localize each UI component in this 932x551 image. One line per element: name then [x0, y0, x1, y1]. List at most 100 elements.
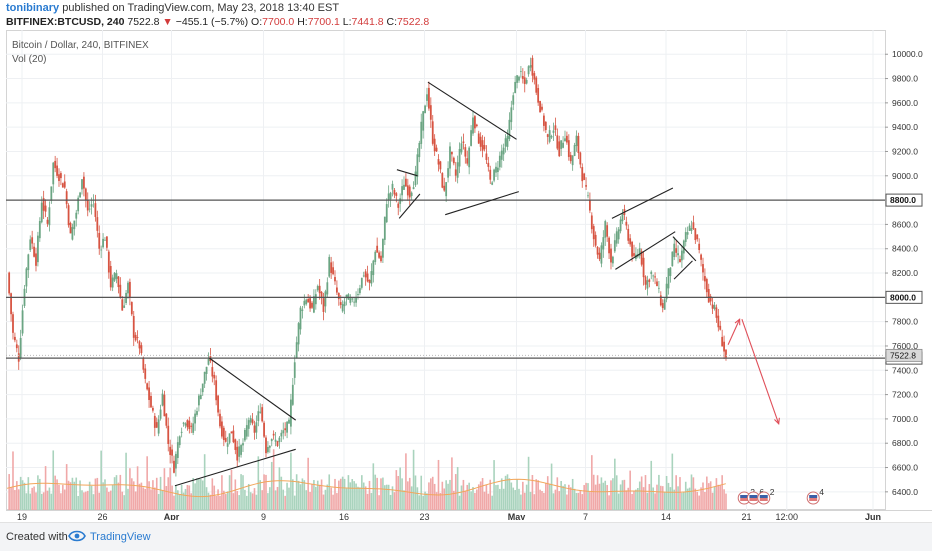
- candle-body: [412, 187, 415, 190]
- low-label: L:: [342, 16, 352, 28]
- volume-bar: [523, 492, 526, 510]
- candle-body: [119, 284, 122, 298]
- y-tick-label: 7200.0: [892, 390, 918, 400]
- volume-bar: [606, 485, 608, 510]
- triangle-lower-line: [615, 231, 676, 270]
- volume-bar: [330, 487, 332, 510]
- candle-body: [556, 135, 559, 149]
- candle-body: [426, 94, 428, 101]
- volume-bar: [692, 477, 695, 510]
- volume-bar: [510, 482, 513, 510]
- volume-bar: [253, 488, 256, 510]
- x-tick-label: 7: [583, 512, 588, 520]
- candle-body: [709, 296, 712, 302]
- event-count-label: 4: [819, 487, 824, 497]
- volume-bar: [426, 493, 428, 510]
- candle-body: [88, 208, 91, 210]
- x-tick-label: 16: [339, 512, 349, 520]
- candle-body: [343, 301, 346, 307]
- candle-body: [663, 299, 666, 310]
- volume-bar: [518, 488, 520, 510]
- candle-body: [249, 418, 252, 423]
- volume-bar: [100, 450, 102, 510]
- candle-body: [129, 281, 131, 298]
- volume-bar: [370, 493, 373, 510]
- tradingview-link[interactable]: TradingView: [90, 531, 151, 543]
- candle-body: [337, 293, 340, 300]
- volume-bar: [10, 487, 12, 510]
- candle-body: [73, 220, 76, 230]
- candle-body: [596, 246, 599, 255]
- volume-bar: [282, 489, 285, 510]
- candle-body: [228, 433, 231, 443]
- candle-body: [274, 439, 277, 442]
- high-value: 7700.1: [307, 16, 340, 28]
- candle-body: [483, 145, 486, 150]
- candle-body: [224, 437, 227, 442]
- volume-bar: [242, 475, 244, 510]
- volume-bar: [617, 493, 620, 510]
- candle-body: [573, 145, 576, 156]
- volume-bar: [77, 495, 79, 510]
- candle-body: [242, 443, 244, 446]
- volume-bar: [560, 480, 562, 510]
- volume-bar: [608, 495, 610, 510]
- candle-body: [221, 421, 223, 437]
- candle-body: [182, 422, 185, 424]
- volume-bar: [602, 482, 605, 510]
- volume-bar: [123, 495, 125, 510]
- candle-body: [621, 213, 624, 222]
- candle-body: [142, 357, 145, 370]
- candle-body: [203, 371, 206, 384]
- volume-bar: [454, 474, 457, 510]
- candle-body: [416, 154, 419, 177]
- volume-bar: [721, 475, 723, 510]
- candle-body: [562, 142, 564, 148]
- candle-body: [387, 193, 390, 201]
- candle-body: [470, 130, 472, 146]
- candle-body: [518, 76, 520, 81]
- volume-bar: [525, 484, 528, 510]
- candle-body: [704, 276, 706, 282]
- candle-body: [148, 387, 150, 400]
- candle-body: [602, 237, 605, 250]
- forecast-arrowhead: [774, 417, 780, 425]
- volume-bar: [537, 480, 539, 510]
- volume-bar: [246, 495, 248, 510]
- volume-bar: [690, 474, 693, 510]
- volume-bar: [102, 482, 104, 510]
- candle-body: [498, 155, 501, 168]
- volume-bar: [460, 485, 463, 510]
- candle-body: [14, 336, 16, 341]
- candle-body: [178, 436, 181, 446]
- volume-bar: [150, 489, 152, 510]
- volume-bar: [111, 484, 114, 510]
- candle-body: [401, 186, 403, 196]
- candle-body: [297, 323, 300, 345]
- volume-bar: [500, 478, 503, 510]
- candle-body: [403, 184, 405, 190]
- author-name[interactable]: tonibinary: [6, 2, 60, 14]
- candle-body: [435, 147, 438, 152]
- volume-bar: [328, 474, 331, 510]
- volume-bar: [272, 449, 275, 510]
- volume-bar: [485, 484, 488, 510]
- volume-bar: [522, 481, 524, 510]
- candle-body: [123, 305, 126, 308]
- volume-bar: [638, 481, 641, 510]
- volume-bar: [69, 482, 72, 510]
- volume-bar: [541, 491, 543, 510]
- candle-body: [533, 73, 536, 80]
- volume-bar: [433, 483, 436, 510]
- candle-body: [10, 293, 12, 315]
- volume-bar: [589, 492, 591, 510]
- candle-body: [69, 223, 72, 234]
- candle-body: [307, 299, 310, 303]
- volume-bar: [474, 492, 476, 510]
- candle-body: [276, 441, 279, 446]
- candle-body: [529, 65, 532, 68]
- price-chart[interactable]: 6400.0 6600.0 6800.0 7000.0 7200.0 7400.0 7600…: [0, 0, 932, 520]
- tradingview-logo-icon[interactable]: [68, 529, 86, 543]
- candle-body: [391, 183, 394, 190]
- candle-body: [644, 276, 647, 285]
